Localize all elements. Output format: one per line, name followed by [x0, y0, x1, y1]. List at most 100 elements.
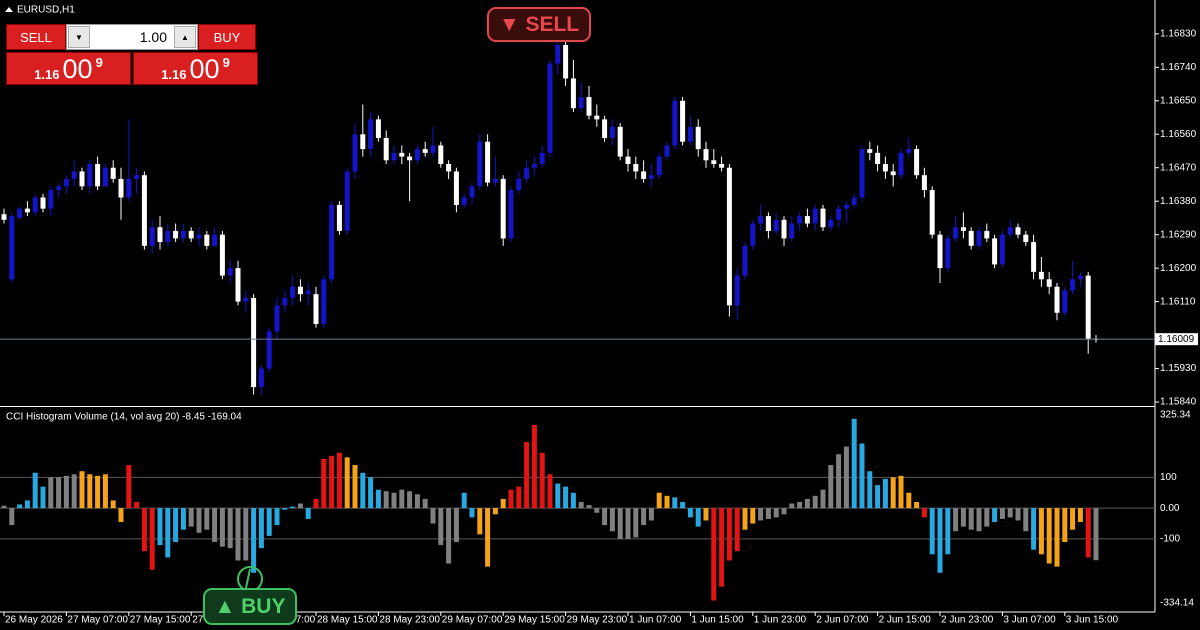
- histogram-bar: [227, 508, 233, 549]
- histogram-bar: [63, 475, 69, 509]
- histogram-bar: [204, 508, 210, 530]
- histogram-bar: [329, 455, 335, 509]
- candle-body: [664, 145, 670, 157]
- candle-body: [992, 238, 998, 265]
- candle-body: [297, 286, 303, 295]
- histogram-bar: [180, 508, 186, 530]
- candle-body: [804, 216, 810, 224]
- candle-body: [321, 279, 327, 324]
- candle-body: [594, 115, 600, 120]
- histogram-bar: [446, 508, 452, 564]
- candle-body: [851, 197, 857, 205]
- candle-body: [329, 204, 335, 280]
- histogram-bar: [570, 492, 576, 509]
- candle-body: [742, 245, 748, 276]
- candle-body: [461, 197, 467, 205]
- histogram-bar: [836, 454, 842, 509]
- histogram-bar: [765, 508, 771, 519]
- y-tick-label: -334.14: [1160, 598, 1194, 609]
- histogram-bar: [383, 491, 389, 509]
- buy-button[interactable]: BUY: [198, 24, 256, 50]
- quote-point: 9: [222, 55, 230, 70]
- histogram-bar: [789, 503, 795, 509]
- sell-signal: ▼ SELL: [487, 7, 591, 42]
- candle-body: [875, 152, 881, 165]
- histogram-bar: [492, 508, 498, 515]
- histogram-bar: [110, 500, 116, 509]
- histogram-bar: [1054, 508, 1060, 567]
- histogram-bar: [477, 508, 483, 535]
- candle-body: [48, 190, 54, 209]
- histogram-bar: [1015, 508, 1021, 521]
- quote-prefix: 1.16: [161, 67, 187, 82]
- histogram-bar: [734, 508, 740, 552]
- candle-body: [141, 175, 147, 246]
- candle-body: [765, 216, 771, 231]
- candle-body: [375, 119, 381, 138]
- candle-body: [586, 97, 592, 116]
- histogram-bar: [851, 418, 857, 509]
- candle-body: [859, 149, 865, 198]
- histogram-bar: [508, 489, 514, 509]
- histogram-bar: [422, 498, 428, 509]
- candle-body: [414, 149, 420, 161]
- histogram-bar: [1070, 508, 1076, 530]
- candle-body: [399, 152, 405, 157]
- candle-body: [282, 297, 288, 306]
- histogram-bar: [867, 471, 873, 509]
- x-tick-label: 1 Jun 15:00: [691, 615, 744, 626]
- histogram-bar: [953, 508, 959, 532]
- candle-body: [867, 149, 873, 153]
- histogram-bar: [711, 508, 717, 601]
- histogram-bar: [87, 474, 93, 509]
- candle-body: [836, 208, 842, 220]
- candle-body: [430, 145, 436, 153]
- increase-lot[interactable]: ▲: [174, 26, 196, 48]
- candle-body: [71, 171, 77, 179]
- histogram-bar: [219, 508, 225, 547]
- x-tick-label: 3 Jun 07:00: [1003, 615, 1056, 626]
- lot-input[interactable]: ▼ 1.00 ▲: [66, 24, 198, 50]
- candle-body: [656, 156, 662, 176]
- histogram-bar: [368, 477, 374, 509]
- quote-pips: 00: [189, 54, 220, 84]
- candle-body: [344, 171, 350, 231]
- candle-body: [578, 97, 584, 109]
- candle-body: [898, 152, 904, 176]
- candle-body: [1007, 227, 1013, 235]
- histogram-bar: [40, 486, 46, 509]
- bid-quote[interactable]: 1.16 00 9: [6, 52, 131, 85]
- histogram-bar: [914, 501, 920, 509]
- signal-stroke: [245, 568, 251, 589]
- candle-body: [212, 234, 218, 246]
- histogram-bar: [999, 508, 1005, 519]
- candle-body: [524, 167, 530, 179]
- sell-button[interactable]: SELL: [6, 24, 66, 50]
- y-tick-label: 1.16650: [1160, 95, 1197, 106]
- histogram-bar: [797, 501, 803, 509]
- candle-body: [547, 63, 553, 153]
- histogram-bar: [165, 508, 171, 558]
- quote-point: 9: [95, 55, 103, 70]
- decrease-lot[interactable]: ▼: [68, 26, 90, 48]
- ask-quote[interactable]: 1.16 00 9: [133, 52, 258, 85]
- y-tick-label: 1.16740: [1160, 62, 1197, 73]
- current-price-box: [1155, 333, 1198, 346]
- candle-body: [960, 227, 966, 231]
- candle-body: [906, 149, 912, 153]
- candle-body: [687, 126, 693, 142]
- histogram-bar: [1038, 508, 1044, 555]
- histogram-bar: [804, 498, 810, 509]
- candle-body: [937, 234, 943, 269]
- candle-body: [79, 171, 85, 187]
- histogram-bar: [586, 505, 592, 509]
- y-tick-label: 1.16110: [1160, 296, 1196, 307]
- histogram-bar: [1062, 508, 1068, 543]
- candle-body: [812, 208, 818, 224]
- candle-body: [609, 126, 615, 138]
- x-tick-label: 1 Jun 07:00: [629, 615, 682, 626]
- candle-body: [9, 216, 15, 280]
- candle-body: [617, 126, 623, 157]
- collapse-icon[interactable]: [5, 7, 13, 12]
